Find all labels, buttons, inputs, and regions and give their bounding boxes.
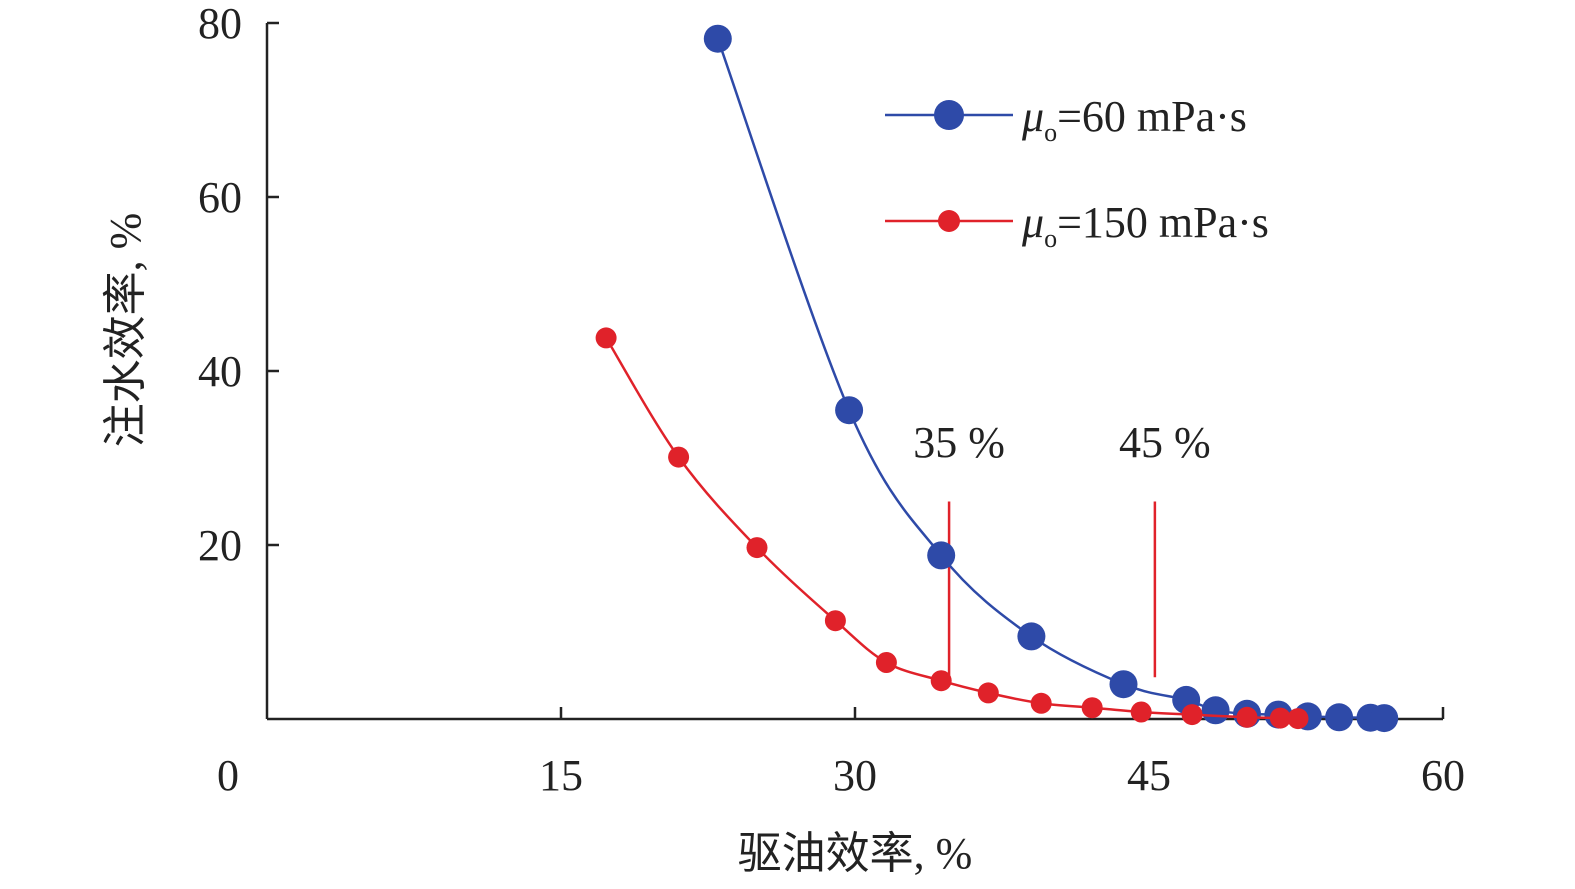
y-tick-label: 20	[198, 521, 242, 570]
x-tick-label: 45	[1127, 751, 1171, 800]
y-tick-label: 60	[198, 173, 242, 222]
x-tick-label: 15	[539, 751, 583, 800]
annotation-label: 35 %	[913, 418, 1005, 467]
legend-label-0: μo=60 mPa·s	[1021, 92, 1247, 147]
y-ticks: 20 40 60 80	[198, 0, 279, 570]
data-point	[1236, 706, 1258, 728]
data-point	[703, 24, 732, 53]
legend: μo=60 mPa·s μo=150 mPa·s	[885, 92, 1269, 253]
x-tick-label: 0	[217, 751, 239, 800]
legend-label-1: μo=150 mPa·s	[1021, 198, 1269, 253]
y-tick-label: 40	[198, 347, 242, 396]
data-point	[668, 446, 690, 468]
x-tick-label: 60	[1421, 751, 1465, 800]
data-point	[1370, 704, 1399, 733]
legend-marker-1	[938, 210, 960, 232]
series-1	[595, 327, 1309, 730]
data-point	[875, 652, 897, 673]
data-point	[1201, 696, 1230, 725]
legend-item-1: μo=150 mPa·s	[885, 198, 1269, 253]
series-line	[605, 337, 1299, 720]
x-tick-label: 30	[833, 751, 877, 800]
data-point	[1109, 670, 1138, 699]
data-point	[1181, 704, 1203, 726]
y-axis-title: 注水效率, %	[101, 213, 150, 448]
data-point	[927, 541, 956, 570]
data-point	[1269, 707, 1291, 729]
data-point	[1287, 708, 1309, 730]
data-point	[1030, 692, 1052, 714]
data-point	[1325, 703, 1354, 732]
x-axis-title: 驱油效率, %	[738, 829, 973, 878]
data-point	[977, 682, 999, 704]
data-point	[1130, 701, 1152, 723]
data-point	[835, 396, 864, 425]
y-tick-label: 80	[198, 0, 242, 48]
series-layer	[595, 24, 1399, 733]
axes: 0 15 30 45 60 20 40 60 80	[198, 0, 1465, 800]
data-point	[1017, 622, 1046, 651]
legend-item-0: μo=60 mPa·s	[885, 92, 1247, 147]
data-point	[595, 327, 617, 349]
annotations: 35 % 45 %	[913, 418, 1211, 678]
annotation-label: 45 %	[1119, 418, 1211, 467]
data-point	[746, 537, 768, 559]
data-point	[930, 670, 952, 692]
data-point	[824, 610, 846, 632]
legend-marker-0	[934, 100, 964, 130]
data-point	[1081, 697, 1103, 719]
